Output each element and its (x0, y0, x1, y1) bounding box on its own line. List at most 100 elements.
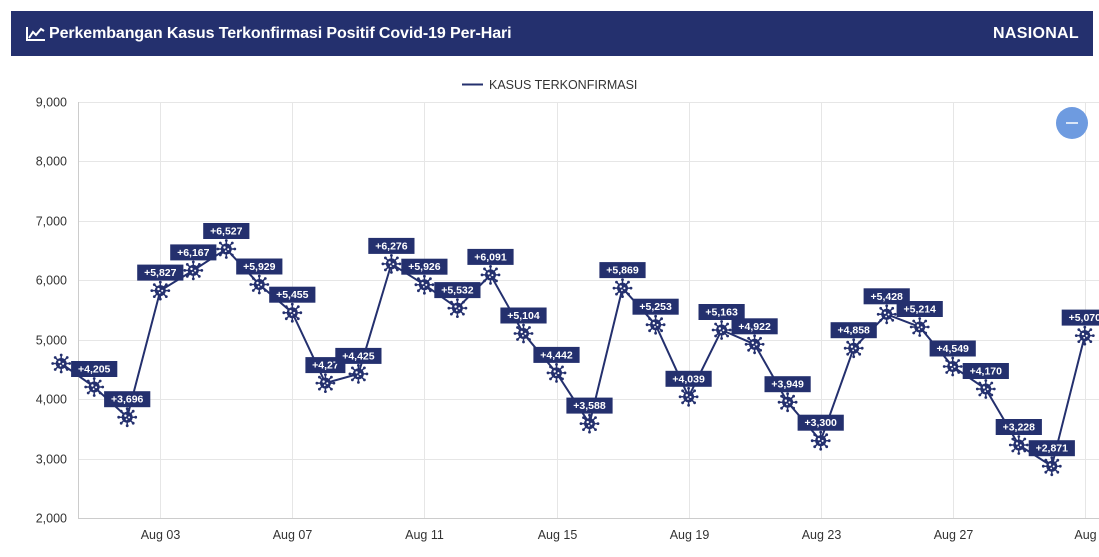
virus-marker[interactable] (909, 316, 931, 338)
data-label-text: +5,532 (441, 285, 474, 297)
virus-marker[interactable] (314, 372, 337, 394)
data-label-box (236, 258, 283, 275)
data-label-box (335, 347, 382, 364)
virus-marker[interactable] (578, 412, 601, 435)
virus-marker[interactable] (743, 333, 766, 355)
data-label-text: +4,425 (342, 350, 375, 362)
data-label-text: +5,929 (243, 261, 276, 273)
data-label-box (533, 346, 580, 363)
data-label-box (500, 307, 547, 324)
data-label-text: +5,926 (408, 261, 441, 273)
data-label-text: +5,869 (606, 265, 639, 277)
x-axis: Aug 03 Aug 07 Aug 11 Aug 15 Aug 19 Aug 23 Aug … (141, 528, 1097, 542)
data-label-text: +6,167 (177, 247, 210, 259)
data-label-box (731, 318, 778, 335)
virus-marker[interactable] (975, 378, 997, 400)
data-label-text: +5,104 (507, 310, 540, 322)
data-label-box (401, 258, 448, 275)
data-label-box (467, 248, 514, 265)
data-label: +5,532 (434, 282, 481, 299)
data-label: +4,549 (929, 340, 976, 357)
data-label-box (632, 298, 679, 315)
virus-marker[interactable] (545, 362, 568, 384)
data-label-box (71, 361, 118, 377)
data-label: +4,039 (665, 370, 712, 387)
virus-marker[interactable] (1041, 455, 1063, 477)
data-label-box (566, 397, 613, 414)
virus-marker[interactable] (479, 264, 502, 286)
grid-lines (78, 102, 1099, 519)
data-label: +5,253 (632, 298, 679, 315)
virus-marker[interactable] (876, 303, 898, 325)
data-label-text: +4,922 (738, 321, 771, 333)
data-label: +4,27 (305, 357, 346, 374)
data-label-text: +5,455 (276, 289, 309, 301)
x-tick-label: Aug 19 (670, 528, 710, 542)
data-label-text: +5,253 (639, 301, 672, 313)
header-title-group: Perkembangan Kasus Terkonfirmasi Positif… (26, 25, 512, 43)
virus-marker[interactable] (116, 406, 138, 428)
data-label-box (269, 286, 316, 303)
virus-marker[interactable] (942, 355, 964, 378)
virus-marker[interactable] (281, 302, 303, 324)
legend[interactable]: KASUS TERKONFIRMASI (462, 78, 637, 92)
data-label-text: +4,27 (312, 360, 339, 372)
virus-marker[interactable] (611, 277, 634, 299)
chart-header: Perkembangan Kasus Terkonfirmasi Positif… (11, 11, 1093, 56)
data-label: +5,104 (500, 307, 547, 324)
y-tick-label: 8,000 (36, 155, 67, 169)
virus-marker[interactable] (776, 391, 799, 413)
virus-marker[interactable] (843, 337, 865, 359)
data-label-box (599, 262, 646, 279)
virus-marker[interactable] (413, 274, 436, 296)
virus-marker[interactable] (248, 273, 270, 296)
y-tick-label: 3,000 (36, 453, 67, 467)
data-label: +4,425 (335, 347, 382, 364)
data-label-text: +5,827 (144, 267, 177, 279)
data-label-text: +4,442 (540, 349, 573, 361)
data-label-box (104, 391, 151, 408)
data-label: +3,949 (764, 376, 811, 393)
chart-area: 2,000 3,000 4,000 5,000 6,000 7,000 8,000 9,000… (0, 56, 1099, 552)
x-tick-label: Aug 27 (934, 528, 974, 542)
data-label-text: +3,228 (1003, 422, 1036, 434)
data-label-box (434, 282, 481, 299)
data-label-box (863, 288, 910, 305)
data-label: +5,070 (1061, 309, 1099, 326)
virus-marker[interactable] (149, 279, 171, 302)
virus-marker[interactable] (380, 253, 403, 275)
data-label-text: +6,527 (210, 226, 243, 238)
virus-marker[interactable] (446, 297, 469, 319)
data-labels: +4,205 +3,696 +5,827+6,167+6,527 +5,929 +5,4… (71, 223, 1099, 457)
y-tick-label: 9,000 (36, 96, 67, 110)
virus-marker[interactable] (83, 376, 105, 398)
data-label-text: +3,300 (804, 417, 837, 429)
data-label-box (665, 370, 712, 387)
data-label-box (995, 419, 1042, 435)
virus-marker[interactable] (182, 259, 204, 282)
virus-marker[interactable] (512, 322, 535, 345)
chart-title: Perkembangan Kasus Terkonfirmasi Positif… (49, 24, 512, 42)
virus-marker[interactable] (215, 238, 237, 260)
data-label-text: +5,070 (1069, 312, 1099, 324)
virus-marker[interactable] (677, 386, 700, 408)
zoom-out-button[interactable] (1056, 107, 1088, 139)
virus-marker[interactable] (810, 430, 832, 452)
data-label: +6,091 (467, 248, 514, 265)
data-label-text: +6,091 (474, 251, 507, 263)
virus-marker[interactable] (1074, 324, 1096, 347)
virus-marker[interactable] (347, 363, 370, 385)
data-label-text: +5,214 (903, 304, 936, 316)
virus-marker[interactable] (644, 314, 667, 336)
data-label-text: +3,696 (111, 394, 144, 406)
data-label-text: +4,170 (970, 366, 1003, 378)
virus-marker[interactable] (1008, 434, 1030, 456)
x-tick-label: Aug 15 (538, 528, 578, 542)
y-tick-label: 2,000 (36, 512, 67, 526)
data-label: +2,871 (1028, 440, 1075, 457)
virus-marker[interactable] (710, 319, 733, 341)
data-label-box (170, 244, 217, 261)
virus-marker[interactable] (50, 352, 72, 375)
data-label-box (962, 363, 1009, 379)
x-tick-label: Aug 03 (141, 528, 181, 542)
